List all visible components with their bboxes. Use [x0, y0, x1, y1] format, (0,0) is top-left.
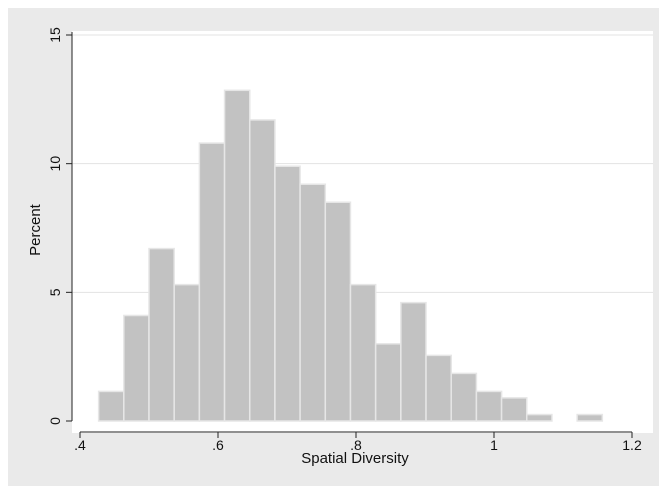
histogram-bar: [248, 119, 276, 422]
x-axis-ticks: .4 .6 .8 1 1.2: [74, 432, 642, 453]
chart-frame: 0 5 10 15 .4 .6 .8 1 1.2 Percent Spatial Divers…: [8, 8, 659, 486]
histogram-bar: [349, 283, 377, 422]
x-tick-label: 1: [490, 437, 498, 453]
bars: [97, 89, 604, 422]
x-tick-label: .8: [350, 437, 362, 453]
histogram-bar: [425, 354, 452, 422]
histogram-bar: [400, 301, 427, 422]
histogram-bar: [123, 314, 150, 422]
histogram-bar: [299, 183, 327, 422]
histogram-bar: [374, 343, 402, 422]
histogram-bar: [475, 390, 503, 422]
x-tick-label: 1.2: [622, 437, 642, 453]
y-tick-label: 10: [47, 156, 63, 172]
histogram-bar: [576, 413, 604, 422]
histogram-bar: [173, 283, 201, 422]
histogram-bar: [148, 247, 175, 422]
histogram-bar: [198, 142, 226, 422]
histogram-bar: [274, 165, 301, 422]
histogram-bar: [450, 372, 478, 422]
histogram-chart: 0 5 10 15 .4 .6 .8 1 1.2 Percent Spatial Divers…: [27, 27, 653, 467]
y-axis-ticks: 0 5 10 15: [47, 27, 72, 425]
y-tick-label: 5: [47, 288, 63, 296]
x-tick-label: .6: [212, 437, 224, 453]
histogram-bar: [324, 201, 352, 422]
y-axis-title: Percent: [27, 203, 44, 256]
y-tick-label: 15: [47, 27, 63, 43]
x-axis-title: Spatial Diversity: [301, 450, 409, 467]
x-tick-label: .4: [74, 437, 86, 453]
histogram-bar: [223, 89, 251, 422]
histogram-bar: [526, 413, 553, 422]
y-tick-label: 0: [47, 417, 63, 425]
histogram-bar: [97, 390, 125, 422]
histogram-bar: [500, 397, 528, 422]
